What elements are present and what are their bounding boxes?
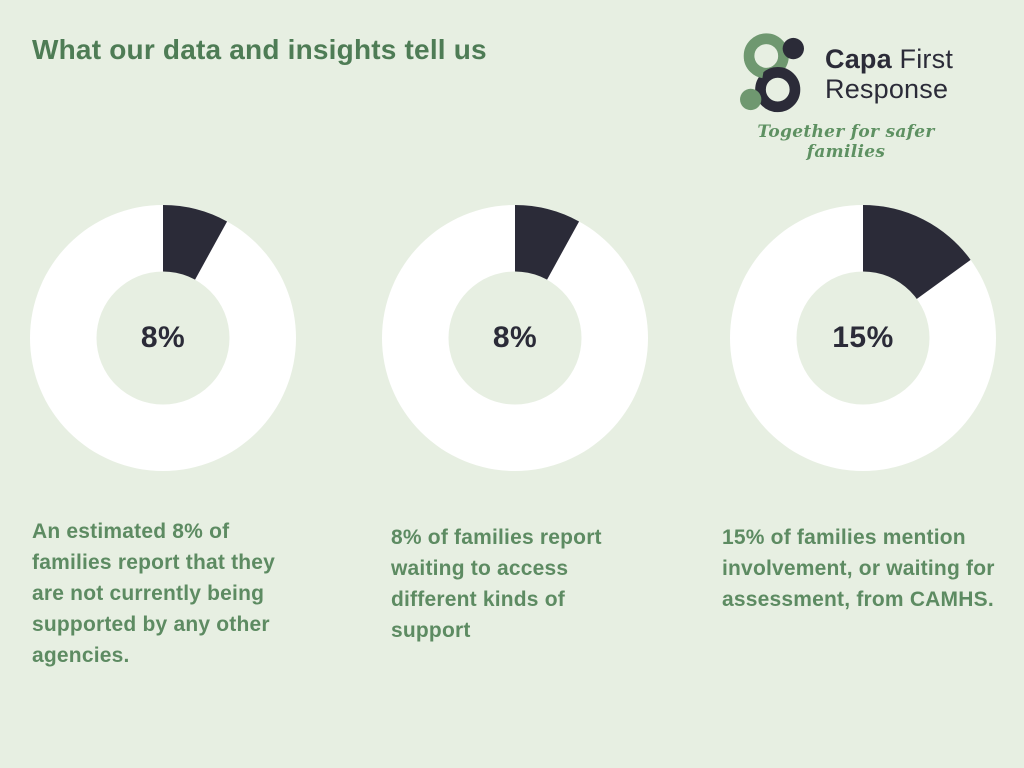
brand-name-rest: First	[899, 44, 954, 74]
donut-chart-1: 8%	[30, 205, 296, 471]
caption-3: 15% of families mention involvement, or …	[722, 526, 995, 611]
donut-value-label-2: 8%	[492, 321, 538, 354]
caption-1: An estimated 8% of families report that …	[32, 520, 276, 667]
donut-value-label-1: 8%	[140, 321, 186, 354]
brand-name-bold: Capa	[825, 44, 892, 74]
brand-tagline: Together for safer families	[757, 122, 935, 162]
chain-links-icon	[740, 33, 804, 113]
brand-name-line2: Response	[825, 74, 949, 104]
donut-value-label-3: 15%	[832, 321, 894, 354]
brand-name: Capa First Response	[825, 44, 953, 104]
donut-chart-2: 8%	[382, 205, 648, 471]
page-title: What our data and insights tell us	[32, 34, 487, 65]
caption-2: 8% of families report waiting to access …	[391, 526, 602, 642]
brand-logo: Capa First Response Together for safer f…	[731, 30, 981, 162]
donut-chart-3: 15%	[730, 205, 996, 471]
